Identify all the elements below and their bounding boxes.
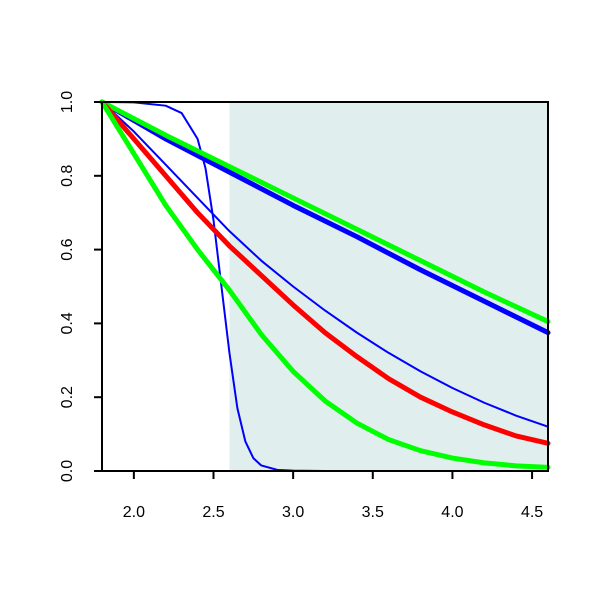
x-tick-label: 2.5 — [202, 504, 224, 521]
x-axis: 2.0 2.5 3.0 3.5 4.0 4.5 — [123, 470, 543, 521]
x-tick-label: 4.0 — [441, 504, 463, 521]
x-tick-label: 3.5 — [362, 504, 384, 521]
y-tick-label: 1.0 — [59, 91, 76, 113]
y-axis: 0.0 0.2 0.4 0.6 0.8 1.0 — [59, 91, 103, 482]
y-tick-label: 0.6 — [59, 238, 76, 260]
series-line-3 — [99, 99, 551, 336]
y-tick-label: 0.2 — [59, 386, 76, 408]
shaded-region — [229, 102, 548, 471]
x-tick-label: 4.5 — [521, 504, 543, 521]
y-tick-label: 0.8 — [59, 165, 76, 187]
series-layer — [99, 99, 551, 472]
x-tick-label: 2.0 — [123, 504, 145, 521]
series-line-2 — [101, 101, 549, 428]
y-tick-label: 0.4 — [59, 312, 76, 334]
series-line-4 — [99, 99, 551, 325]
x-tick-label: 3.0 — [282, 504, 304, 521]
series-line-6 — [99, 99, 551, 470]
y-tick-label: 0.0 — [59, 460, 76, 482]
shaded-region-layer — [229, 102, 548, 471]
series-line-5 — [99, 99, 551, 446]
